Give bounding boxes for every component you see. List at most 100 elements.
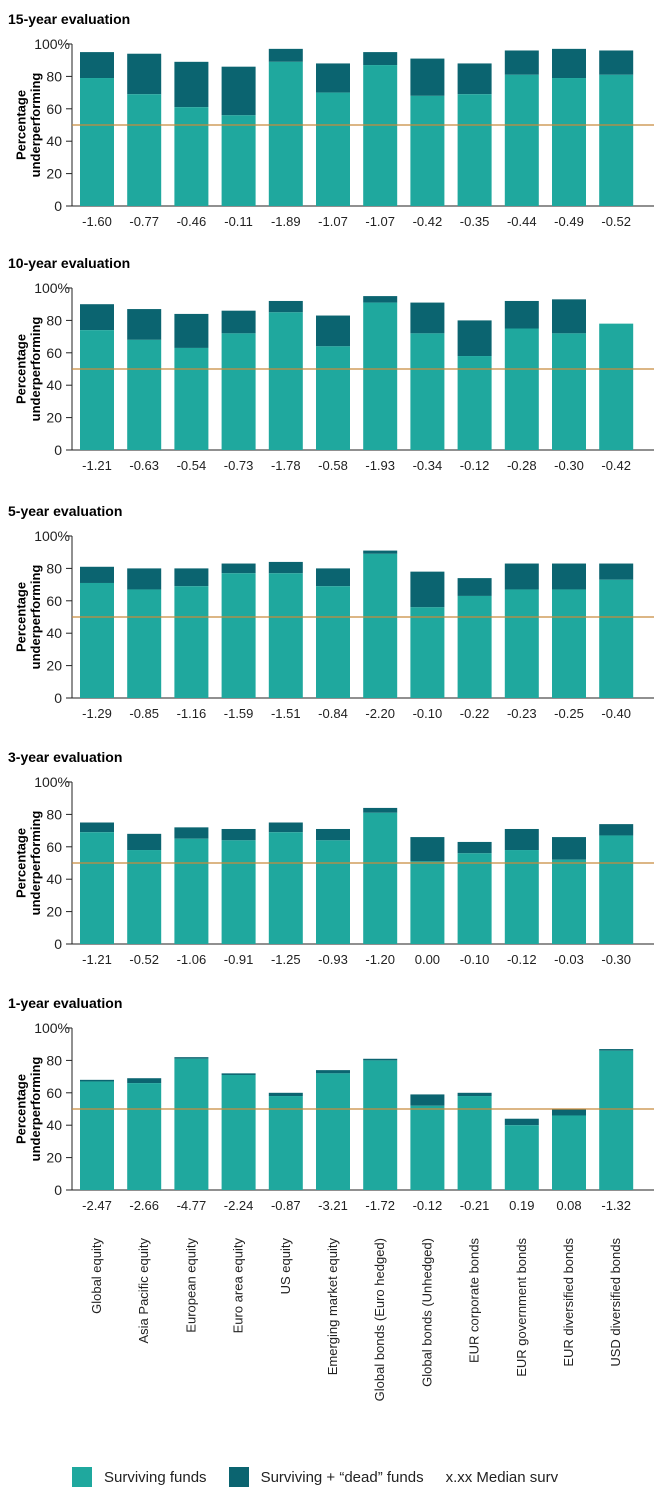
median-label: -4.77 [177, 1198, 207, 1213]
median-label: -1.07 [318, 214, 348, 229]
category-label: Asia Pacific equity [136, 1238, 151, 1344]
y-tick-label: 0 [54, 936, 62, 952]
median-label: -1.06 [177, 952, 207, 967]
bar-surviving [457, 595, 492, 698]
median-label: -0.12 [413, 1198, 443, 1213]
bar-surviving [268, 832, 303, 944]
bar-dead-segment [599, 824, 634, 836]
median-label: -0.87 [271, 1198, 301, 1213]
bar-surviving [316, 586, 350, 698]
bar-dead-segment [268, 48, 303, 62]
median-label: -0.28 [507, 458, 537, 473]
median-label: -0.22 [460, 706, 490, 721]
y-tick-label: 0 [54, 690, 62, 706]
median-label: -1.89 [271, 214, 301, 229]
bar-dead-segment [552, 299, 586, 334]
panel-title: 15-year evaluation [8, 11, 130, 27]
bar-dead-segment [552, 48, 586, 79]
median-label: -0.03 [554, 952, 584, 967]
bar-dead-segment [363, 296, 398, 303]
y-tick-label: 80 [46, 806, 62, 822]
median-label: -2.24 [224, 1198, 254, 1213]
y-tick-label: 40 [46, 377, 62, 393]
median-label: -0.12 [507, 952, 537, 967]
category-label: Global equity [89, 1238, 104, 1314]
bar-dead-segment [221, 310, 256, 334]
bar-surviving [599, 835, 634, 944]
bar-dead-segment [316, 315, 350, 347]
bar-dead-segment [221, 563, 256, 574]
median-label: -1.59 [224, 706, 254, 721]
bar-surviving [457, 356, 492, 450]
y-tick-label: 80 [46, 68, 62, 84]
median-label: -0.52 [129, 952, 159, 967]
legend-swatch-surviving [72, 1467, 92, 1487]
median-label: -3.21 [318, 1198, 348, 1213]
bar-dead-segment [363, 1058, 398, 1061]
legend-label-median: x.xx Median surv [445, 1468, 559, 1486]
median-label: -0.30 [554, 458, 584, 473]
median-label: -1.78 [271, 458, 301, 473]
bar-surviving [599, 323, 634, 450]
bar-surviving [221, 333, 256, 450]
median-label: -0.34 [413, 458, 443, 473]
bar-dead-segment [457, 1092, 492, 1097]
category-label: Global bonds (Euro hedged) [372, 1238, 387, 1401]
bar-dead-segment [127, 1078, 162, 1084]
bar-surviving [268, 312, 303, 450]
bar-dead-segment [174, 827, 209, 839]
median-label: -0.93 [318, 952, 348, 967]
median-label: -1.21 [82, 952, 112, 967]
median-label: -0.12 [460, 458, 490, 473]
bar-dead-segment [316, 828, 350, 841]
bar-surviving [552, 589, 586, 698]
bar-surviving [174, 838, 209, 944]
bar-dead-segment [268, 1092, 303, 1097]
bar-dead-segment [504, 50, 539, 75]
bar-dead-segment [174, 568, 209, 587]
median-label: 0.00 [415, 952, 440, 967]
bar-surviving [316, 346, 350, 450]
y-tick-label: 60 [46, 593, 62, 609]
category-label: US equity [278, 1238, 293, 1295]
median-label: -0.49 [554, 214, 584, 229]
bar-surviving [504, 328, 539, 450]
category-label: EUR diversified bonds [561, 1238, 576, 1367]
bar-surviving [552, 78, 586, 206]
median-label: -0.23 [507, 706, 537, 721]
bar-dead-segment [174, 61, 209, 108]
bar-surviving [599, 1050, 634, 1190]
bar-dead-segment [221, 1073, 256, 1075]
bar-surviving [80, 1081, 114, 1190]
bar-surviving [174, 347, 209, 450]
y-tick-label: 40 [46, 1117, 62, 1133]
bar-dead-segment [599, 563, 634, 580]
median-label: -0.46 [177, 214, 207, 229]
bar-surviving [316, 92, 350, 206]
median-label: -1.93 [365, 458, 395, 473]
median-label: -0.63 [129, 458, 159, 473]
bar-surviving [221, 573, 256, 698]
bar-dead-segment [268, 300, 303, 313]
median-label: -1.21 [82, 458, 112, 473]
median-label: -0.58 [318, 458, 348, 473]
y-tick-label: 100% [34, 36, 70, 52]
median-label: -0.54 [177, 458, 207, 473]
bar-surviving [410, 861, 445, 944]
y-tick-label: 80 [46, 312, 62, 328]
legend-item-dead: Surviving + “dead” funds [228, 1467, 424, 1487]
median-label: -0.73 [224, 458, 254, 473]
bar-surviving [80, 832, 114, 944]
bar-surviving [457, 853, 492, 944]
bar-surviving [410, 333, 445, 450]
bar-dead-segment [552, 837, 586, 860]
bar-surviving [80, 582, 114, 698]
median-label: -0.91 [224, 952, 254, 967]
bar-dead-segment [552, 563, 586, 590]
y-tick-label: 0 [54, 442, 62, 458]
bar-surviving [363, 65, 398, 206]
bar-surviving [552, 859, 586, 944]
bar-dead-segment [221, 828, 256, 841]
panel-title: 3-year evaluation [8, 749, 122, 765]
